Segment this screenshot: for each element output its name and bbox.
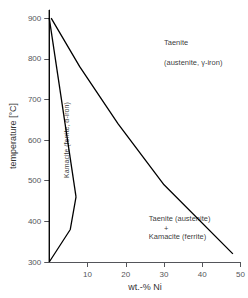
svg-text:temperature [°C]: temperature [°C] xyxy=(8,103,18,169)
svg-text:700: 700 xyxy=(28,95,42,104)
svg-text:Taenite (austenite): Taenite (austenite) xyxy=(149,214,211,223)
svg-text:300: 300 xyxy=(28,258,42,267)
svg-text:40: 40 xyxy=(198,270,207,279)
svg-text:50: 50 xyxy=(236,270,245,279)
svg-text:Taenite: Taenite xyxy=(164,38,188,47)
svg-text:Kamacite (ferrite, α-iron): Kamacite (ferrite, α-iron) xyxy=(63,102,70,178)
svg-text:20: 20 xyxy=(121,270,130,279)
svg-text:900: 900 xyxy=(28,14,42,23)
svg-text:wt.-% Ni: wt.-% Ni xyxy=(127,282,162,292)
svg-text:800: 800 xyxy=(28,54,42,63)
svg-text:400: 400 xyxy=(28,217,42,226)
svg-text:30: 30 xyxy=(160,270,169,279)
svg-text:600: 600 xyxy=(28,136,42,145)
svg-text:(austenite, γ-iron): (austenite, γ-iron) xyxy=(164,58,223,67)
svg-text:500: 500 xyxy=(28,176,42,185)
svg-text:Kamacite (ferrite): Kamacite (ferrite) xyxy=(149,232,207,241)
svg-text:10: 10 xyxy=(83,270,92,279)
